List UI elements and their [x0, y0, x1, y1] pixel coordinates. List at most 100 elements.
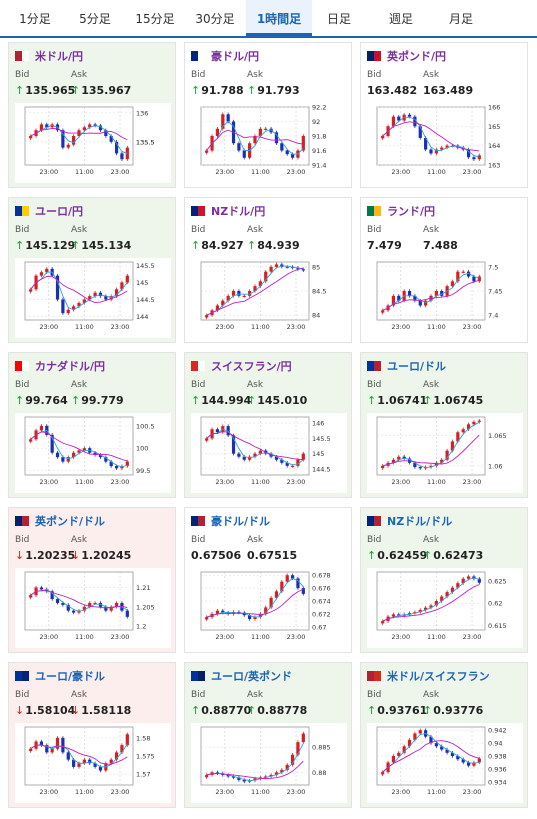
candle-body	[125, 734, 129, 746]
mini-chart[interactable]: 23:00 11:00 23:00 146 145.5 145 144.5	[191, 413, 347, 493]
mini-chart[interactable]: 23:00 11:00 23:00 7.5 7.45 7.4	[367, 258, 523, 338]
rate-card[interactable]: ユーロ/円 Bid Ask ↑145.129 ↑145.134 23:00 11:00 23:…	[8, 197, 176, 343]
tab-2[interactable]: 5分足	[79, 12, 111, 26]
rate-card[interactable]: ユーロ/豪ドル Bid Ask ↓1.58104 ↓1.58118 23:00 11:00 2…	[8, 662, 176, 808]
pair-name[interactable]: ランド/円	[387, 205, 436, 218]
ma-short-line	[206, 265, 304, 316]
card-title: ユーロ/豪ドル	[15, 669, 105, 683]
mini-chart[interactable]: 23:00 11:00 23:00 1.58 1.575 1.57	[15, 723, 171, 803]
y-tick-label: 135.5	[136, 138, 155, 146]
pair-name[interactable]: 米ドル/円	[35, 50, 84, 63]
candle-body	[98, 454, 103, 458]
ask-value: 163.489	[423, 84, 473, 97]
rate-card[interactable]: スイスフラン/円 Bid Ask ↑144.994 ↑145.010 23:00 11:00…	[184, 352, 352, 498]
candle-body	[55, 275, 60, 300]
x-tick-label: 23:00	[391, 788, 410, 796]
rate-card[interactable]: カナダドル/円 Bid Ask ↑99.764 ↑99.779 23:00 11:00 23:…	[8, 352, 176, 498]
pair-name[interactable]: NZドル/円	[211, 205, 266, 218]
bid-value: 0.67506	[191, 549, 241, 562]
x-tick-label: 11:00	[75, 323, 94, 331]
pair-name[interactable]: ユーロ/円	[35, 205, 84, 218]
mini-chart[interactable]: 23:00 11:00 23:00 135.5 136 135.5	[15, 103, 171, 183]
ma-long-line	[382, 740, 480, 773]
pair-name[interactable]: 豪ドル/円	[211, 50, 260, 63]
rate-card[interactable]: ユーロ/英ポンド Bid Ask ↑0.88770 ↑0.88778 23:00 11:00…	[184, 662, 352, 808]
x-tick-label: 23:00	[215, 478, 234, 486]
mini-chart[interactable]: 23:00 11:00 23:00 166 165 164 163	[367, 103, 523, 183]
card-title: ユーロ/ドル	[367, 359, 446, 373]
rate-card[interactable]: NZドル/円 Bid Ask ↑84.927 ↑84.939 23:00 11:00 23:0…	[184, 197, 352, 343]
candle-body	[391, 116, 396, 127]
y-tick-label: 99.5	[136, 467, 150, 475]
flag-icon	[15, 206, 29, 216]
rate-card[interactable]: 豪ドル/ドル Bid Ask 0.67506 0.67515 23:00 11:00 23:0…	[184, 507, 352, 653]
rate-card[interactable]: 英ポンド/ドル Bid Ask ↓1.20235 ↓1.20245 23:00 11:00 2…	[8, 507, 176, 653]
flag-icon	[367, 51, 381, 61]
pair-name[interactable]: 豪ドル/ドル	[211, 515, 271, 528]
mini-chart[interactable]: 23:00 11:00 23:00 92.2 92 91.8 91.6 91.4	[191, 103, 347, 183]
tab-5[interactable]: 1時間足	[246, 0, 312, 36]
flag-icon	[191, 51, 205, 61]
mini-chart[interactable]: 23:00 11:00 23:00 100.5 100 99.5	[15, 413, 171, 493]
mini-chart[interactable]: 23:00 11:00 23:00 1.21 1.205 1.2	[15, 568, 171, 648]
chart-svg: 23:00 11:00 23:00 100.5 100 99.5	[15, 413, 171, 493]
card-title: ユーロ/円	[15, 204, 83, 218]
candle-body	[29, 289, 33, 292]
ask-label: Ask	[71, 225, 88, 235]
card-title: 英ポンド/ドル	[15, 514, 105, 528]
y-tick-label: 145.5	[136, 262, 155, 270]
candle-body	[93, 602, 97, 605]
pair-name[interactable]: 英ポンド/円	[387, 50, 447, 63]
candle-body	[258, 613, 262, 618]
tab-8[interactable]: 月足	[448, 12, 473, 26]
mini-chart[interactable]: 23:00 11:00 23:00 0.942 0.94 0.938 0.936 0.934	[367, 723, 523, 803]
mini-chart[interactable]: 23:00 11:00 23:00 0.625 0.62 0.615	[367, 568, 523, 648]
pair-name[interactable]: ユーロ/豪ドル	[35, 670, 106, 683]
candle-body	[72, 759, 76, 767]
rate-card[interactable]: NZドル/ドル Bid Ask ↑0.62459 ↑0.62473 23:00 11:00 2…	[360, 507, 528, 653]
tab-3[interactable]: 15分足	[135, 12, 175, 26]
tab-4[interactable]: 30分足	[195, 12, 235, 26]
candle-body	[72, 136, 76, 145]
rate-card[interactable]: ユーロ/ドル Bid Ask ↑1.06741 ↑1.06745 23:00 11:00 23…	[360, 352, 528, 498]
ma-short-line	[382, 421, 480, 468]
tab-1[interactable]: 1分足	[19, 12, 51, 26]
candle-body	[424, 137, 428, 150]
candle-body	[296, 459, 300, 466]
mini-chart[interactable]: 23:00 11:00 23:00 145.5 145 144.5 144	[15, 258, 171, 338]
plot-frame	[24, 571, 134, 631]
ask-label: Ask	[423, 380, 440, 390]
candle-body	[39, 741, 44, 746]
rate-card[interactable]: ランド/円 Bid Ask 7.479 7.488 23:00 11:00 23:00 7.5 7…	[360, 197, 528, 343]
mini-chart[interactable]: 23:00 11:00 23:00 0.885 0.88	[191, 723, 347, 803]
y-tick-label: 91.8	[312, 133, 326, 141]
arrow-up-icon: ↑	[423, 549, 433, 562]
candle-body	[418, 467, 422, 469]
card-title: 米ドル/スイスフラン	[367, 669, 490, 683]
pair-name[interactable]: カナダドル/円	[35, 360, 106, 373]
mini-chart[interactable]: 23:00 11:00 23:00 1.065 1.06	[367, 413, 523, 493]
rate-card[interactable]: 豪ドル/円 Bid Ask ↑91.788 ↑91.793 23:00 11:00 23:00…	[184, 42, 352, 188]
mini-chart[interactable]: 23:00 11:00 23:00 0.678 0.676 0.674 0.672 0.67	[191, 568, 347, 648]
rate-card[interactable]: 米ドル/円 Bid Ask ↑135.965 ↑135.967 23:00 11:00 23:…	[8, 42, 176, 188]
pair-name[interactable]: スイスフラン/円	[211, 360, 292, 373]
candle-body	[226, 295, 230, 301]
mini-chart[interactable]: 23:00 11:00 23:00 85 84.5 84	[191, 258, 347, 338]
rate-card[interactable]: 英ポンド/円 Bid Ask 163.482 163.489 23:00 11:00 23:0…	[360, 42, 528, 188]
bid-value-text: 0.67506	[191, 549, 242, 562]
pair-name[interactable]: NZドル/ドル	[387, 515, 453, 528]
tab-7[interactable]: 週足	[388, 12, 413, 26]
ma-short-line	[382, 732, 480, 773]
pair-name[interactable]: 英ポンド/ドル	[35, 515, 106, 528]
bid-label: Bid	[191, 380, 206, 390]
pair-name[interactable]: ユーロ/ドル	[387, 360, 447, 373]
candle-body	[221, 114, 225, 129]
chart-svg: 23:00 11:00 23:00 1.065 1.06	[367, 413, 523, 493]
x-tick-label: 23:00	[391, 633, 410, 641]
tab-6[interactable]: 日足	[326, 12, 351, 26]
candle-body	[98, 602, 103, 607]
ask-label: Ask	[247, 535, 264, 545]
pair-name[interactable]: 米ドル/スイスフラン	[387, 670, 490, 683]
pair-name[interactable]: ユーロ/英ポンド	[211, 670, 293, 683]
rate-card[interactable]: 米ドル/スイスフラン Bid Ask ↑0.93761 ↑0.93776 23:00 11:…	[360, 662, 528, 808]
